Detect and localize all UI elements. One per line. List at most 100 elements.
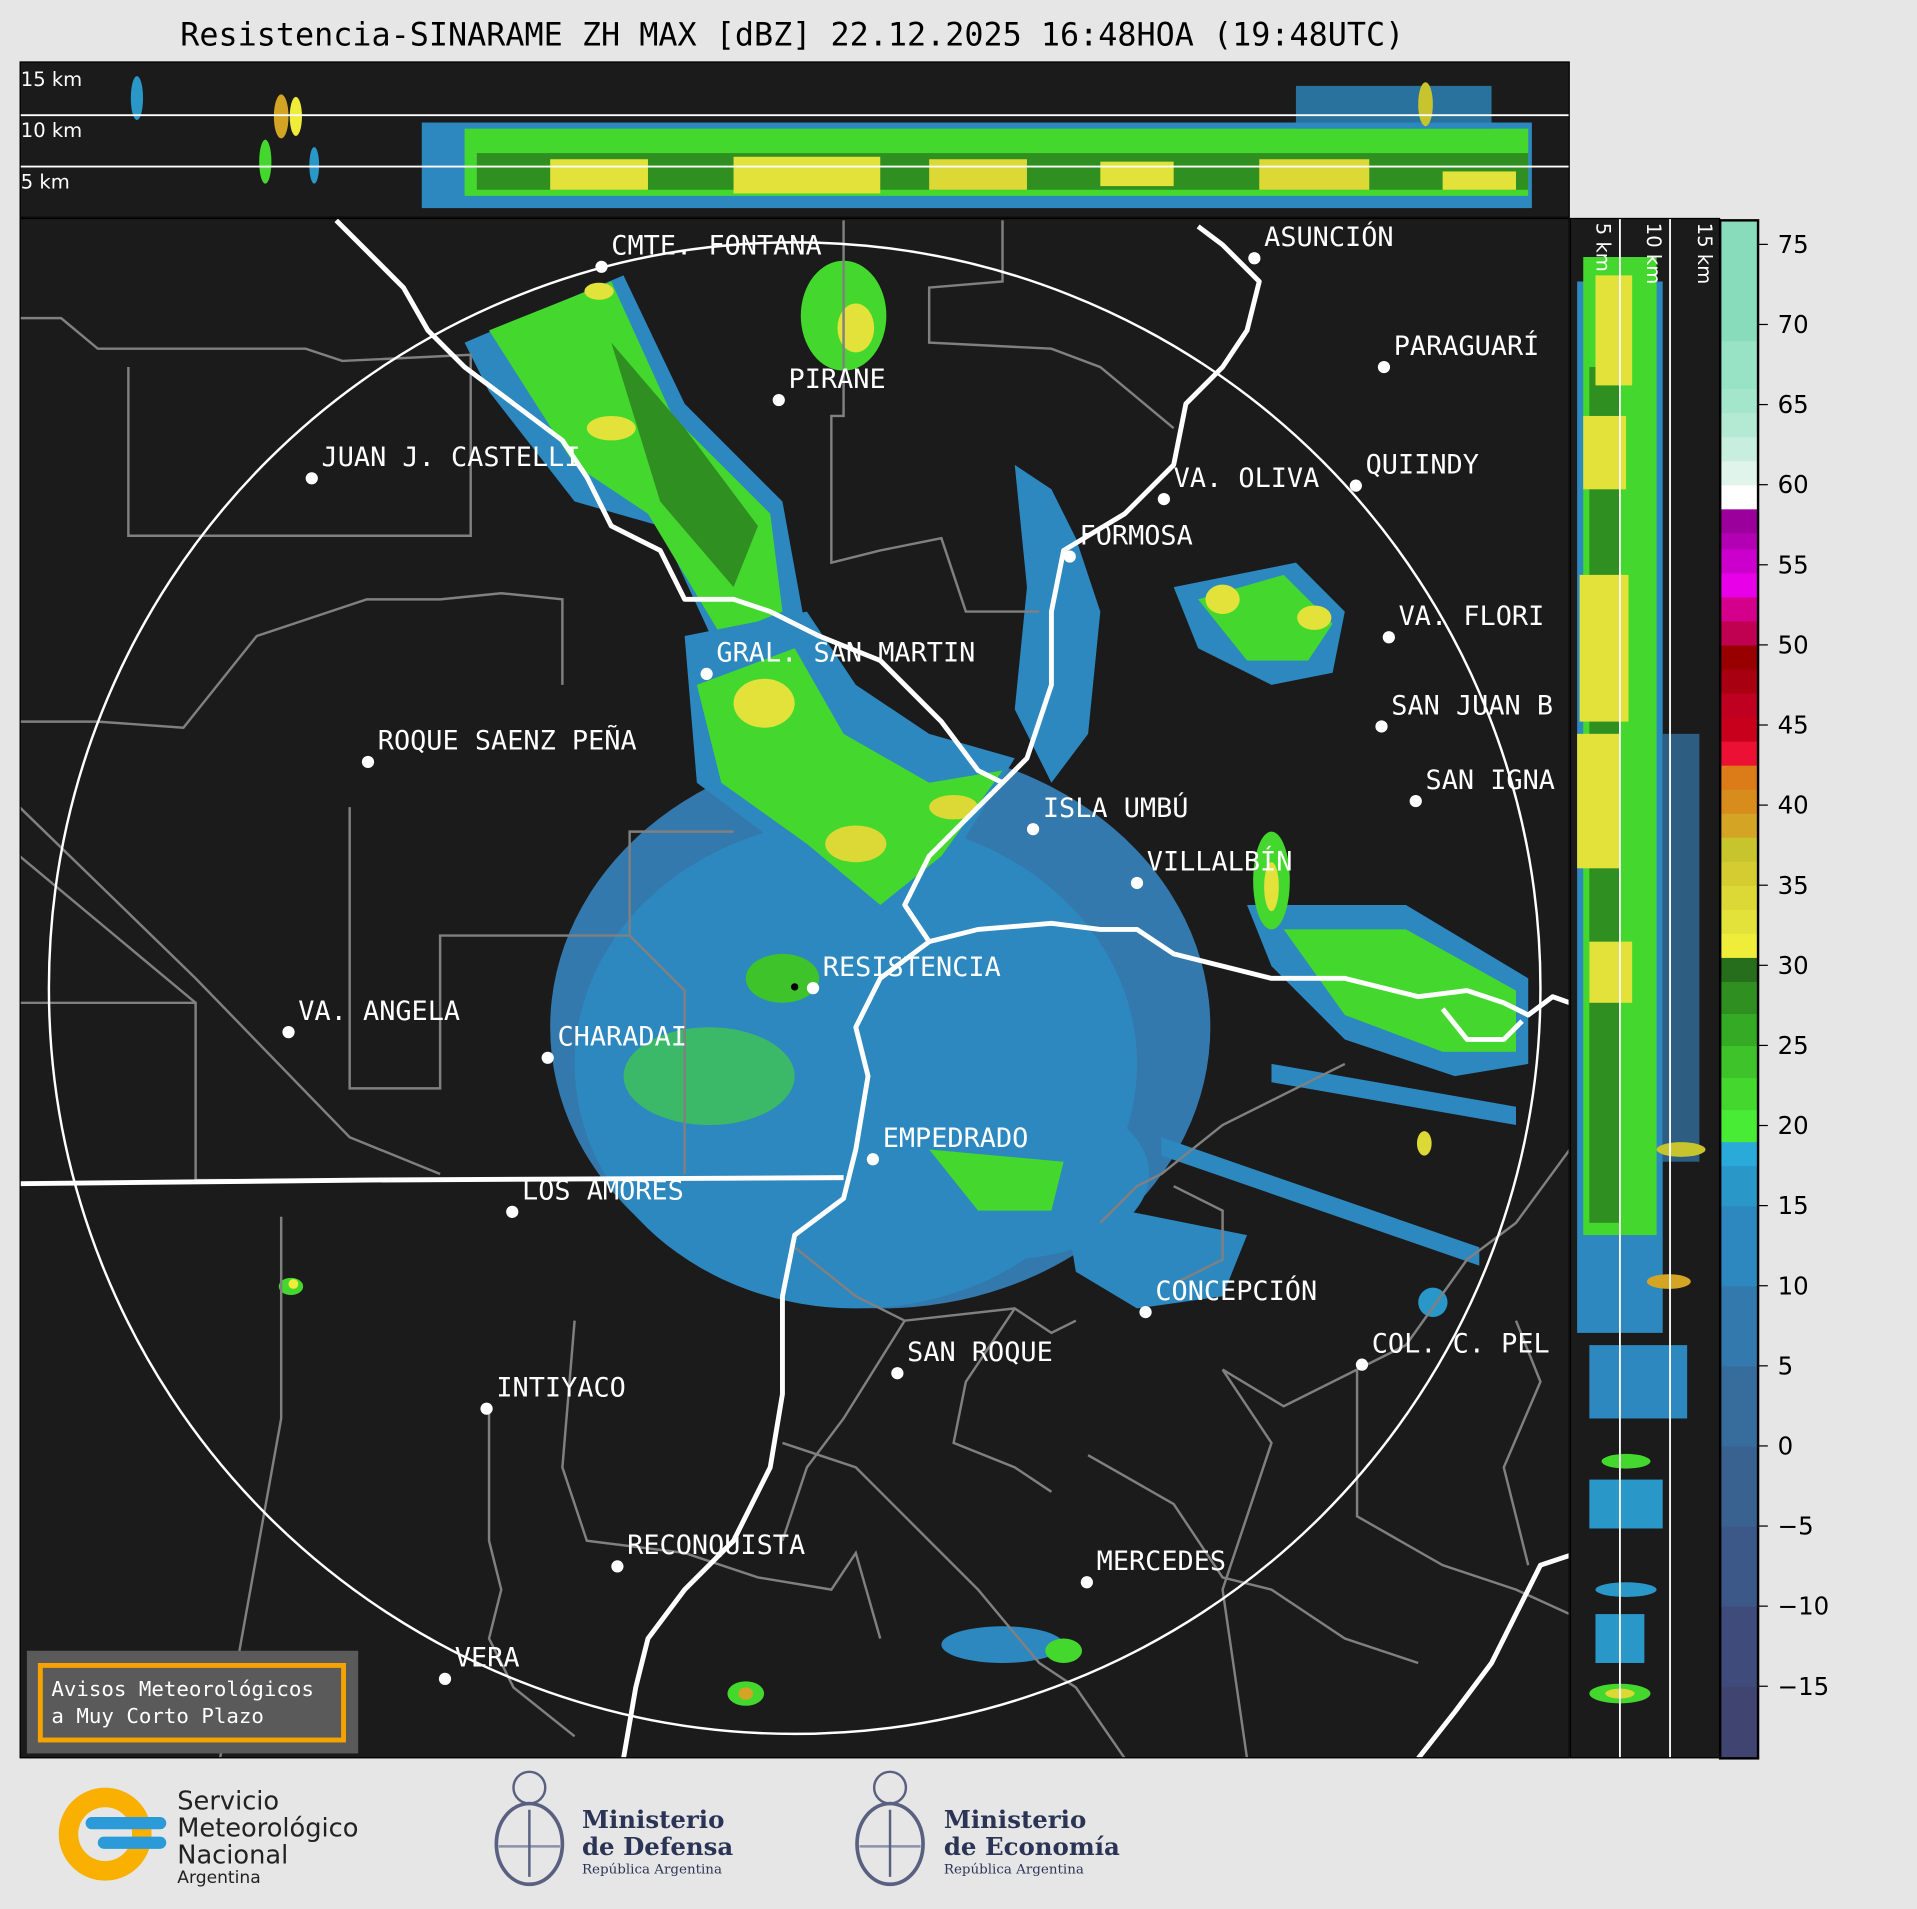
city-dot	[772, 393, 785, 407]
city-dot	[595, 260, 608, 273]
city-dot	[1349, 479, 1362, 492]
colorbar-tick-label: −15	[1778, 1672, 1830, 1701]
city-dot	[1377, 360, 1391, 374]
city-dot	[361, 755, 375, 769]
colorbar-segment	[1720, 388, 1759, 414]
city-marker: PARAGUARÍ	[1377, 330, 1540, 374]
city-label: ROQUE SAENZ PEÑA	[378, 725, 637, 757]
side-panel-label-5km: 5 km	[1592, 223, 1615, 272]
city-dot	[480, 1402, 493, 1415]
city-dot	[1130, 876, 1144, 890]
city-marker: CHARADAI	[541, 1022, 687, 1064]
top-panel-label-5km: 5 km	[21, 171, 70, 194]
smn-line-1: Servicio	[177, 1787, 279, 1817]
colorbar-tick-label: 55	[1778, 550, 1809, 579]
top-panel-label-10km: 10 km	[21, 119, 82, 142]
side-panel-label-10km: 10 km	[1642, 223, 1665, 284]
colorbar-segment	[1720, 572, 1759, 598]
colorbar-segment	[1720, 1285, 1759, 1367]
smn-line-3: Nacional	[177, 1840, 288, 1870]
colorbar-segment	[1720, 1165, 1759, 1207]
colorbar-tick-label: 65	[1778, 390, 1809, 419]
city-marker: COL. C. PEL	[1355, 1328, 1550, 1371]
colorbar-tick-label: 35	[1778, 871, 1809, 900]
side-cross-section-panel: 5 km 10 km 15 km	[1569, 217, 1721, 1759]
city-marker: QUIINDY	[1349, 449, 1479, 492]
colorbar-segment	[1720, 220, 1759, 342]
colorbar-segment	[1720, 1109, 1759, 1143]
city-marker: INTIYACO	[480, 1372, 626, 1415]
city-marker: SAN JUAN B	[1375, 690, 1553, 733]
defensa-line-1: Ministerio	[582, 1805, 724, 1834]
logo-ministerio-defensa: Ministerio de Defensa República Argentin…	[494, 1770, 733, 1887]
colorbar-segment	[1720, 909, 1759, 934]
colorbar-segment	[1720, 1141, 1759, 1167]
city-marker: MERCEDES	[1080, 1546, 1226, 1589]
top-cross-section-panel: 15 km 10 km 5 km	[19, 61, 1570, 218]
city-dot	[866, 1153, 880, 1166]
colorbar-tick-label: 15	[1778, 1191, 1809, 1220]
colorbar-tick-label: 20	[1778, 1111, 1809, 1140]
colorbar-segment	[1720, 1606, 1759, 1687]
logo-ministerio-economia: Ministerio de Economía República Argenti…	[855, 1770, 1120, 1887]
city-dot	[282, 1026, 295, 1039]
figure-title: Resistencia-SINARAME ZH MAX [dBZ] 22.12.…	[180, 18, 1404, 54]
colorbar-tick-label: −10	[1778, 1592, 1830, 1621]
city-marker: VILLALBÍN	[1130, 846, 1292, 890]
colorbar-segment	[1720, 1205, 1759, 1287]
warning-box[interactable]: Avisos Meteorológicos a Muy Corto Plazo	[26, 1650, 359, 1754]
city-dot	[541, 1051, 554, 1064]
city-label: ASUNCIÓN	[1264, 221, 1393, 253]
city-marker: ASUNCIÓN	[1248, 221, 1394, 265]
colorbar-segment	[1720, 668, 1759, 694]
smn-line-4: Argentina	[177, 1868, 260, 1888]
colorbar-segment	[1720, 1365, 1759, 1447]
colorbar-segment	[1720, 532, 1759, 550]
colorbar-tick-label: 40	[1778, 791, 1809, 820]
national-seal-icon	[855, 1770, 925, 1887]
logo-smn: Servicio Meteorológico Nacional Argentin…	[58, 1787, 358, 1888]
city-dot	[1026, 823, 1040, 836]
city-dot	[1139, 1305, 1152, 1319]
colorbar-segment	[1720, 460, 1759, 486]
city-marker: PIRANE	[772, 364, 886, 407]
colorbar-tick-label: 45	[1778, 711, 1809, 740]
colorbar-segment	[1720, 644, 1759, 670]
city-label: QUIINDY	[1366, 449, 1479, 480]
colorbar-segment	[1720, 508, 1759, 534]
colorbar-tick-label: 50	[1778, 630, 1809, 659]
colorbar-segment	[1720, 1445, 1759, 1527]
city-label: SAN JUAN B	[1391, 690, 1553, 721]
city-marker: SAN ROQUE	[891, 1337, 1053, 1380]
city-dot	[891, 1367, 904, 1380]
colorbar-segment	[1720, 340, 1759, 390]
city-dot	[1080, 1576, 1093, 1589]
colorbar-segment	[1720, 957, 1759, 982]
city-label: FORMOSA	[1080, 520, 1193, 551]
city-label: VA. ANGELA	[298, 996, 460, 1027]
city-label: RESISTENCIA	[823, 952, 1001, 983]
city-marker: SAN IGNA	[1409, 765, 1555, 808]
city-label: MERCEDES	[1097, 1546, 1226, 1577]
radar-map[interactable]: CMTE. FONTANA PIRANE JUAN J. CASTELLI ASUNC…	[19, 217, 1620, 1759]
city-dot	[438, 1672, 452, 1685]
city-dot	[1063, 550, 1076, 563]
city-label: PIRANE	[789, 364, 886, 395]
defensa-line-2: de Defensa	[582, 1832, 733, 1861]
economia-line-2: de Economía	[944, 1832, 1120, 1861]
colorbar-segment	[1720, 548, 1759, 574]
colorbar-segment	[1720, 1686, 1759, 1759]
city-dot	[700, 667, 713, 681]
colorbar-segment	[1720, 1526, 1759, 1607]
city-marker: CONCEPCIÓN	[1139, 1275, 1317, 1319]
colorbar-segment	[1720, 692, 1759, 718]
warning-box-line-2: a Muy Corto Plazo	[51, 1704, 264, 1728]
city-label: SAN IGNA	[1426, 765, 1555, 796]
city-label: VA. OLIVA	[1174, 463, 1320, 494]
city-label: PARAGUARÍ	[1394, 330, 1540, 362]
colorbar-tick-label: 30	[1778, 951, 1809, 980]
city-label: INTIYACO	[496, 1372, 625, 1403]
city-dot	[1248, 252, 1261, 265]
colorbar-segment	[1720, 741, 1759, 766]
